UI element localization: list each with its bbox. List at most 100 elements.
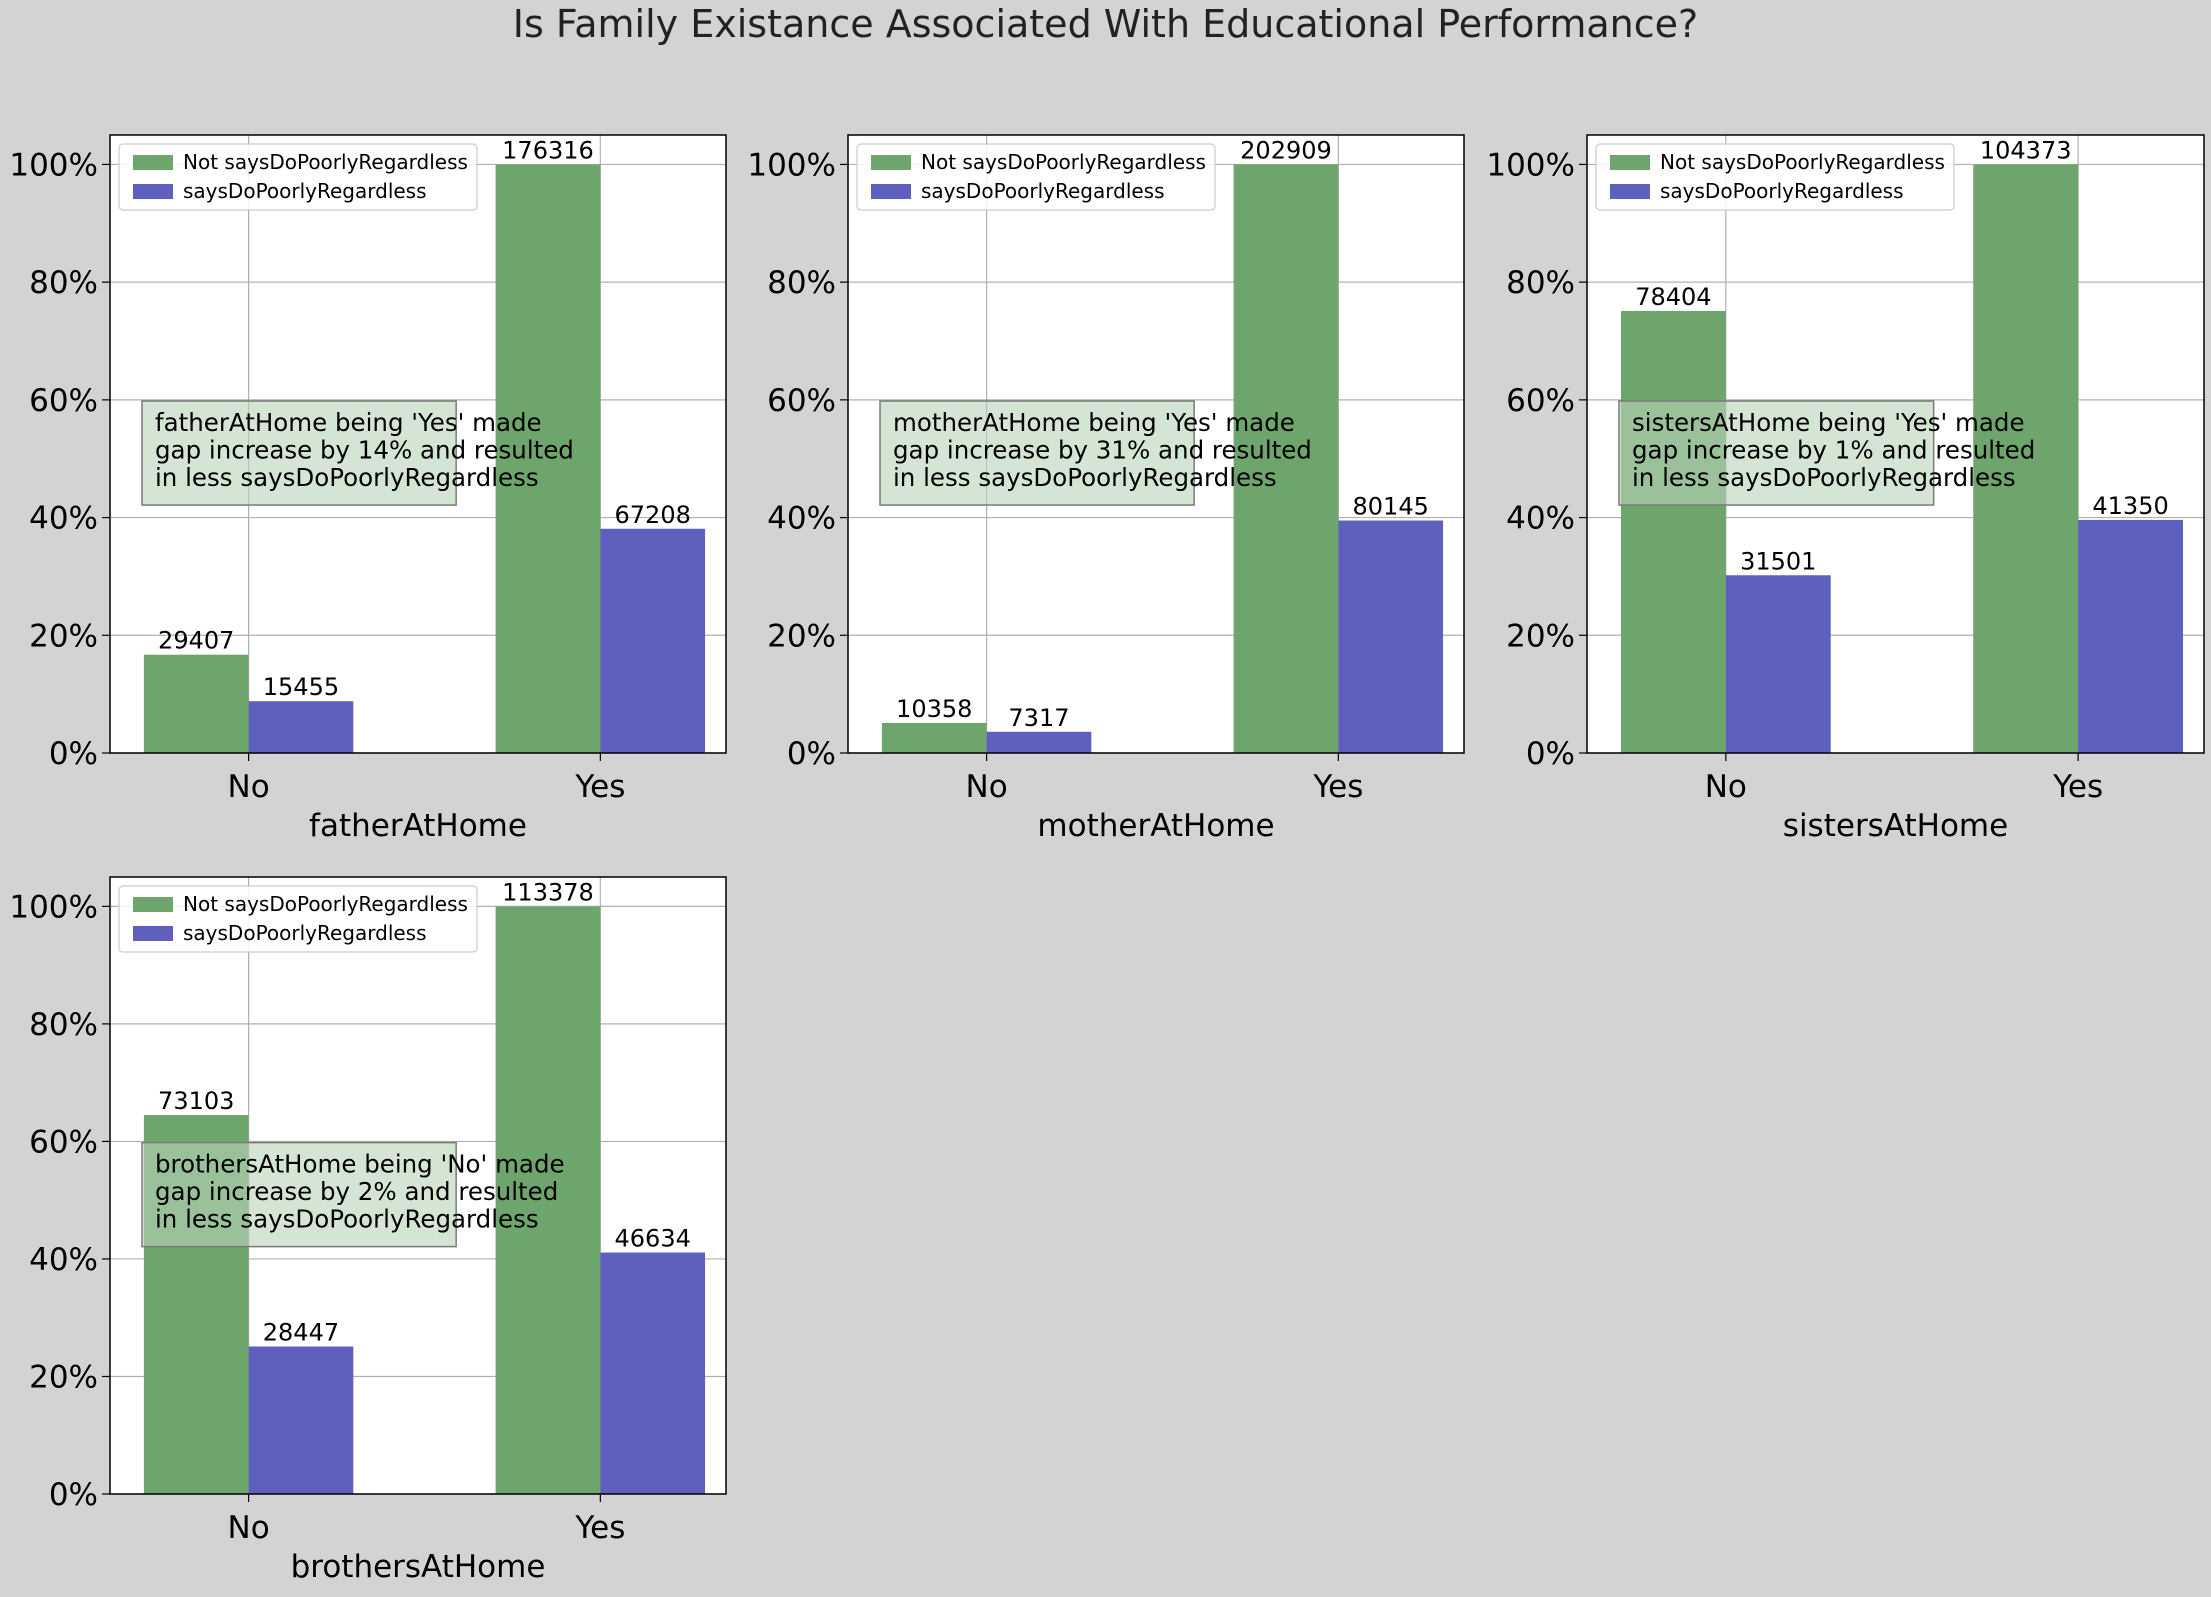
bar-value-label: 41350 bbox=[2092, 492, 2168, 520]
legend-swatch bbox=[871, 155, 911, 170]
x-tick-label: No bbox=[966, 769, 1008, 805]
y-tick-label: 0% bbox=[1526, 736, 1575, 772]
annotation-line: in less saysDoPoorlyRegardless bbox=[1632, 463, 2016, 492]
axes-frame bbox=[109, 876, 727, 1495]
legend: Not saysDoPoorlyRegardless saysDoPoorlyRe… bbox=[118, 143, 478, 211]
y-tick-label: 20% bbox=[1506, 618, 1575, 654]
annotation-frame bbox=[141, 1141, 457, 1248]
y-tick-label: 20% bbox=[767, 618, 836, 654]
y-tick-label: 40% bbox=[29, 501, 98, 537]
annotation-line: in less saysDoPoorlyRegardless bbox=[893, 463, 1277, 492]
y-tick-label: 40% bbox=[767, 501, 836, 537]
bar-value-label: 28447 bbox=[263, 1319, 339, 1347]
annotation-line: fatherAtHome being 'Yes' made bbox=[155, 408, 542, 437]
bar-value-label: 176316 bbox=[502, 136, 594, 164]
bar-not-says-yes bbox=[495, 906, 601, 1494]
y-tick-label: 100% bbox=[9, 147, 98, 183]
y-tick-label: 80% bbox=[1506, 265, 1575, 301]
legend: Not saysDoPoorlyRegardless saysDoPoorlyRe… bbox=[118, 885, 478, 953]
bar-says-yes bbox=[1338, 520, 1444, 753]
annotation-line: motherAtHome being 'Yes' made bbox=[893, 408, 1295, 437]
y-tick-label: 0% bbox=[49, 1477, 98, 1513]
chart-panel-brothersAtHome: 0% 20% 40% 60% 80% 100% 73103 113378 28447 46634 b… bbox=[9, 876, 727, 1585]
legend-frame bbox=[118, 143, 478, 211]
axes-frame bbox=[109, 134, 727, 754]
bar-not-says-no bbox=[143, 654, 249, 753]
bar-not-says-yes bbox=[1233, 164, 1339, 753]
x-tick-label: Yes bbox=[1312, 769, 1363, 805]
annotation-line: in less saysDoPoorlyRegardless bbox=[155, 463, 539, 492]
legend-label: saysDoPoorlyRegardless bbox=[183, 921, 427, 945]
legend-swatch bbox=[1610, 155, 1650, 170]
bar-not-says-no bbox=[1620, 310, 1726, 753]
bar-value-label: 15455 bbox=[263, 673, 339, 701]
annotation-line: brothersAtHome being 'No' made bbox=[155, 1150, 565, 1179]
axes-frame bbox=[847, 134, 1465, 754]
bar-value-label: 104373 bbox=[1980, 136, 2072, 164]
x-tick-label: No bbox=[228, 1510, 270, 1546]
chart-panel-sistersAtHome: 0% 20% 40% 60% 80% 100% 78404 104373 31501 41350 s… bbox=[1486, 134, 2205, 844]
bar-value-label: 29407 bbox=[158, 627, 234, 655]
y-tick-label: 60% bbox=[1506, 383, 1575, 419]
y-tick-label: 80% bbox=[767, 265, 836, 301]
legend-label: Not saysDoPoorlyRegardless bbox=[921, 150, 1206, 174]
annotation-line: sistersAtHome being 'Yes' made bbox=[1632, 408, 2025, 437]
chart-panel-motherAtHome: 0% 20% 40% 60% 80% 100% 10358 202909 7317 80145 mo… bbox=[747, 134, 1465, 844]
y-tick-label: 0% bbox=[787, 736, 836, 772]
legend-label: saysDoPoorlyRegardless bbox=[921, 179, 1165, 203]
bar-value-label: 113378 bbox=[502, 878, 594, 906]
bar-value-label: 78404 bbox=[1635, 283, 1711, 311]
bar-value-label: 67208 bbox=[615, 501, 691, 529]
annotation-frame bbox=[879, 400, 1195, 506]
annotation-line: gap increase by 14% and resulted bbox=[155, 436, 574, 465]
legend-label: Not saysDoPoorlyRegardless bbox=[1660, 150, 1945, 174]
x-axis-label: brothersAtHome bbox=[291, 1549, 546, 1585]
y-tick-label: 60% bbox=[767, 383, 836, 419]
annotation-line: in less saysDoPoorlyRegardless bbox=[155, 1205, 539, 1234]
legend-label: saysDoPoorlyRegardless bbox=[183, 179, 427, 203]
bar-value-label: 202909 bbox=[1240, 136, 1332, 164]
bar-says-yes bbox=[600, 1252, 706, 1494]
legend-frame bbox=[118, 885, 478, 953]
bar-says-no bbox=[1725, 575, 1831, 753]
legend: Not saysDoPoorlyRegardless saysDoPoorlyRe… bbox=[1595, 143, 1955, 211]
annotation-frame bbox=[141, 400, 457, 506]
bar-value-label: 73103 bbox=[158, 1087, 234, 1115]
y-tick-label: 100% bbox=[1486, 147, 1575, 183]
bar-value-label: 7317 bbox=[1008, 704, 1069, 732]
bar-says-no bbox=[986, 731, 1092, 753]
y-tick-label: 100% bbox=[9, 889, 98, 925]
bar-not-says-yes bbox=[1973, 164, 2079, 753]
legend-label: Not saysDoPoorlyRegardless bbox=[183, 892, 468, 916]
bar-value-label: 10358 bbox=[896, 695, 972, 723]
bar-not-says-yes bbox=[495, 164, 601, 753]
y-tick-label: 40% bbox=[1506, 501, 1575, 537]
x-tick-label: Yes bbox=[574, 1510, 625, 1546]
y-tick-label: 100% bbox=[747, 147, 836, 183]
y-tick-label: 60% bbox=[29, 1124, 98, 1160]
x-tick-label: Yes bbox=[574, 769, 625, 805]
bar-says-no bbox=[248, 701, 354, 753]
bar-says-yes bbox=[600, 528, 706, 753]
bar-value-label: 80145 bbox=[1353, 493, 1429, 521]
chart-panel-fatherAtHome: 0% 20% 40% 60% 80% 100% 29407 176316 15455 67208 f… bbox=[9, 134, 727, 844]
legend-label: Not saysDoPoorlyRegardless bbox=[183, 150, 468, 174]
legend-swatch bbox=[1610, 184, 1650, 199]
legend-frame bbox=[856, 143, 1216, 211]
legend-swatch bbox=[871, 184, 911, 199]
y-tick-label: 0% bbox=[49, 736, 98, 772]
annotation-line: gap increase by 2% and resulted bbox=[155, 1177, 558, 1206]
figure-title: Is Family Existance Associated With Educ… bbox=[512, 2, 1699, 46]
legend: Not saysDoPoorlyRegardless saysDoPoorlyRe… bbox=[856, 143, 1216, 211]
x-tick-label: No bbox=[1705, 769, 1747, 805]
y-tick-label: 80% bbox=[29, 1007, 98, 1043]
legend-swatch bbox=[133, 184, 173, 199]
x-tick-label: Yes bbox=[2052, 769, 2103, 805]
legend-label: saysDoPoorlyRegardless bbox=[1660, 179, 1904, 203]
x-axis-label: sistersAtHome bbox=[1783, 808, 2008, 844]
